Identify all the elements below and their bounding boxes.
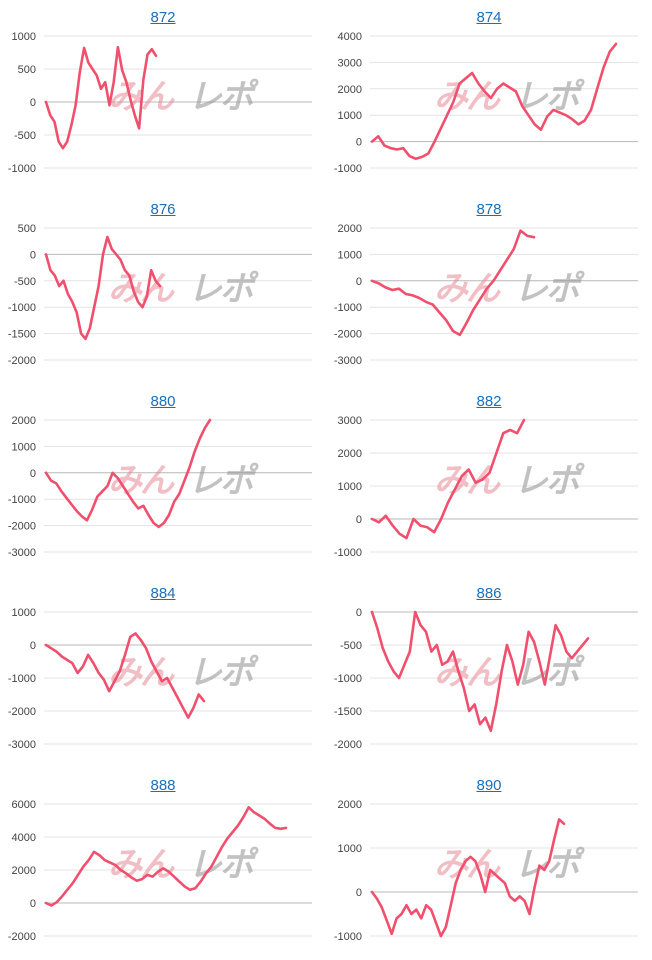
y-tick-label: 0 xyxy=(356,514,362,526)
y-tick-label: -2000 xyxy=(8,931,36,943)
y-tick-label: 0 xyxy=(356,607,362,619)
y-tick-label: 6000 xyxy=(12,799,36,811)
y-tick-label: 500 xyxy=(18,64,36,76)
y-tick-label: -1000 xyxy=(8,494,36,506)
line-chart: -3000 -2000 -1000 0 1000 2000 みんレポ xyxy=(0,384,326,576)
y-tick-label: -1500 xyxy=(8,329,36,341)
watermark-left: みん xyxy=(108,462,175,500)
watermark-left: みん xyxy=(434,654,501,692)
watermark-logo: みんレポ xyxy=(434,78,585,116)
y-tick-label: -3000 xyxy=(334,355,362,367)
y-tick-label: 1000 xyxy=(338,843,362,855)
watermark-right: レポ xyxy=(188,462,259,500)
y-tick-label: -1000 xyxy=(8,163,36,175)
y-tick-label: 1000 xyxy=(12,31,36,43)
y-tick-label: 2000 xyxy=(338,84,362,96)
line-chart: -1000-50005001000みんレポ xyxy=(0,0,326,192)
line-chart: -1000 0 1000 2000 3000 みんレポ xyxy=(326,384,652,576)
watermark-logo: みんレポ xyxy=(434,462,585,500)
y-tick-label: -2000 xyxy=(334,329,362,341)
watermark-right: レポ xyxy=(188,846,259,884)
y-tick-label: -1000 xyxy=(334,547,362,559)
y-tick-label: 2000 xyxy=(338,223,362,235)
y-tick-label: 0 xyxy=(356,887,362,899)
y-tick-label: -1000 xyxy=(334,163,362,175)
y-tick-label: 1000 xyxy=(12,607,36,619)
y-tick-label: 0 xyxy=(30,97,36,109)
y-tick-label: 0 xyxy=(356,276,362,288)
y-tick-label: 1000 xyxy=(338,481,362,493)
y-tick-label: -2000 xyxy=(8,355,36,367)
y-tick-label: 0 xyxy=(30,468,36,480)
y-tick-label: -3000 xyxy=(8,739,36,751)
watermark-right: レポ xyxy=(188,654,259,692)
line-chart: -2000 -1500 -1000 -500 0 みんレポ xyxy=(326,576,652,768)
y-tick-label: 0 xyxy=(30,249,36,261)
line-chart: -3000 -2000 -1000 0 1000 みんレポ xyxy=(0,576,326,768)
y-tick-label: 1000 xyxy=(338,249,362,261)
y-tick-label: -1000 xyxy=(334,931,362,943)
y-tick-label: 0 xyxy=(30,640,36,652)
y-tick-label: -3000 xyxy=(8,547,36,559)
watermark-left: みん xyxy=(434,846,501,884)
line-chart: -3000 -2000 -1000 0 1000 2000 みんレポ xyxy=(326,192,652,384)
watermark-left: みん xyxy=(108,270,175,308)
line-chart: -2000 -1500 -1000 -500 0 500 みんレポ xyxy=(0,192,326,384)
y-tick-label: 1000 xyxy=(338,110,362,122)
y-tick-label: 2000 xyxy=(12,865,36,877)
watermark-right: レポ xyxy=(188,270,259,308)
y-tick-label: -1000 xyxy=(334,673,362,685)
watermark-right: レポ xyxy=(514,846,585,884)
y-tick-label: -1000 xyxy=(8,673,36,685)
y-tick-label: -500 xyxy=(14,130,36,142)
watermark-logo: みんレポ xyxy=(434,654,585,692)
y-tick-label: -2000 xyxy=(334,739,362,751)
y-tick-label: -500 xyxy=(340,640,362,652)
watermark-right: レポ xyxy=(514,270,585,308)
y-tick-label: -1500 xyxy=(334,706,362,718)
y-tick-label: -2000 xyxy=(8,521,36,533)
y-tick-label: -2000 xyxy=(8,706,36,718)
y-tick-label: -1000 xyxy=(8,302,36,314)
y-tick-label: 2000 xyxy=(12,415,36,427)
y-tick-label: 2000 xyxy=(338,448,362,460)
y-tick-label: 3000 xyxy=(338,415,362,427)
line-chart: -1000 0 1000 2000 みんレポ xyxy=(326,768,652,960)
y-tick-label: 0 xyxy=(356,137,362,149)
watermark-left: みん xyxy=(434,270,501,308)
watermark-right: レポ xyxy=(514,462,585,500)
y-tick-label: 0 xyxy=(30,898,36,910)
y-tick-label: 4000 xyxy=(12,832,36,844)
line-chart: -1000 0 1000 2000 3000 4000 みんレポ xyxy=(326,0,652,192)
y-tick-label: -1000 xyxy=(334,302,362,314)
watermark-right: レポ xyxy=(188,78,259,116)
y-tick-label: 500 xyxy=(18,223,36,235)
y-tick-label: 4000 xyxy=(338,31,362,43)
watermark-logo: みんレポ xyxy=(108,654,259,692)
y-tick-label: 1000 xyxy=(12,441,36,453)
watermark-logo: みんレポ xyxy=(434,270,585,308)
y-tick-label: -500 xyxy=(14,276,36,288)
line-chart: -20000200040006000みんレポ xyxy=(0,768,326,960)
y-tick-label: 2000 xyxy=(338,799,362,811)
y-tick-label: 3000 xyxy=(338,57,362,69)
